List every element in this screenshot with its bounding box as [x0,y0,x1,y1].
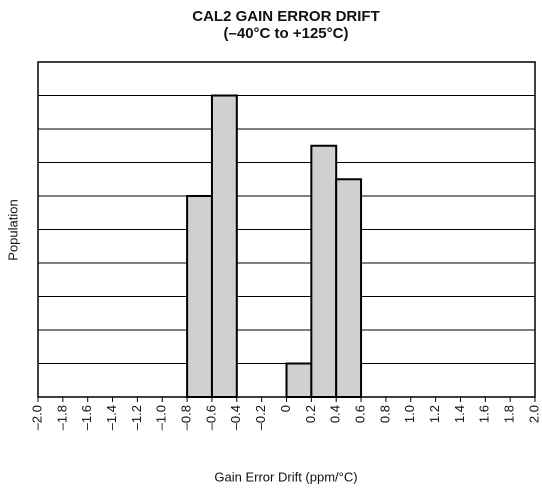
x-tick-label: 1.4 [452,405,467,423]
chart-subtitle: (–40°C to +125°C) [224,25,349,42]
x-tick-label: 0.4 [328,405,343,423]
bar [210,94,238,398]
x-tick-label: –0.6 [203,405,218,430]
x-tick-label: –1.0 [154,405,169,430]
x-tick-label: –1.6 [79,405,94,430]
x-tick-label: 1.6 [477,405,492,423]
x-axis-label: Gain Error Drift (ppm/°C) [214,469,357,484]
bar [186,195,213,398]
x-tick-label: 0.8 [377,405,392,423]
x-tick-label: –2.0 [29,405,44,430]
chart-title: CAL2 GAIN ERROR DRIFT [192,8,380,25]
x-tick-label: 1.0 [402,405,417,423]
x-tick-label: –1.4 [104,405,119,430]
x-tick-label: –0.8 [179,405,194,430]
x-tick-label: 0 [278,405,293,412]
x-tick-label: –0.2 [253,405,268,430]
x-tick-label: –1.2 [129,405,144,430]
bar [335,178,363,398]
bar [285,362,313,398]
x-tick-label: –0.4 [228,405,243,430]
x-tick-label: –1.8 [54,405,69,430]
bar [310,144,338,398]
x-tick-label: 1.2 [427,405,442,423]
x-tick-label: 0.2 [303,405,318,423]
x-tick-label: 0.6 [352,405,367,423]
x-tick-label: 1.8 [502,405,517,423]
x-tick-label: 2.0 [526,405,541,423]
y-axis-label: Population [5,199,20,260]
